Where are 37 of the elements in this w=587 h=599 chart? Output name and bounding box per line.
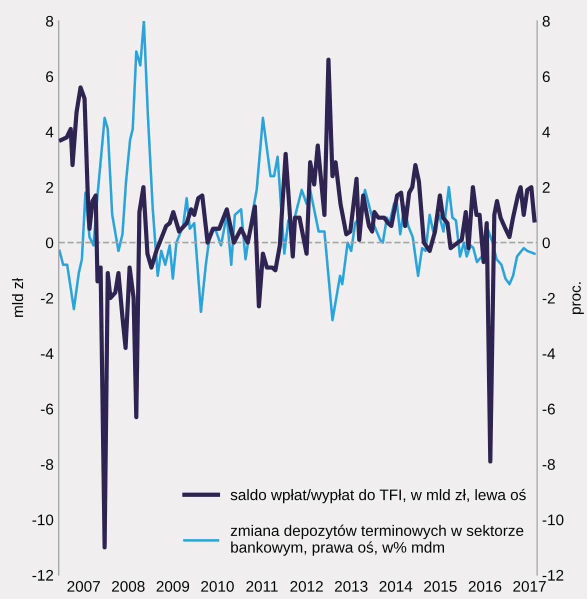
y2-tick-label: -10	[542, 514, 564, 526]
y2-tick-label: 8	[542, 16, 550, 27]
y2-tick-label: -2	[542, 292, 555, 304]
x-tick-label: 2015	[424, 581, 457, 592]
x-tick-label: 2007	[67, 581, 100, 592]
y2-tick-label: -6	[542, 404, 555, 415]
y-axis-title: mld zł	[12, 278, 24, 317]
y-tick-label: -6	[40, 404, 54, 415]
y-tick-label: -4	[40, 348, 54, 359]
y2-tick-label: 0	[542, 237, 550, 248]
y-tick-label: -12	[32, 570, 54, 581]
x-tick-label: 2010	[201, 581, 234, 592]
y-tick-label: -10	[32, 514, 54, 526]
x-tick-label: 2008	[112, 581, 145, 592]
y-tick-label: 0	[46, 237, 54, 248]
x-tick-label: 2012	[290, 581, 323, 592]
y-tick-label: 2	[46, 182, 54, 193]
y2-tick-label: -8	[542, 459, 555, 470]
y-tick-label: -2	[40, 292, 54, 304]
legend-label: zmiana depozytów terminowych w sektorze bankowym, prawa oś, w% mdm	[230, 524, 524, 556]
y2-tick-label: -12	[542, 570, 564, 581]
y2-tick-label: 2	[542, 182, 550, 193]
x-tick-label: 2009	[156, 581, 190, 592]
x-tick-label: 2016	[468, 581, 502, 592]
x-tick-label: 2013	[334, 581, 368, 592]
y-tick-label: 4	[46, 126, 54, 138]
y2-tick-label: 4	[542, 126, 550, 138]
legend-label: saldo wpłat/wypłat do TFI, w mld zł, lewa oś	[230, 488, 526, 504]
y-tick-label: 6	[46, 71, 54, 82]
y2-axis-title: proc.	[572, 282, 584, 314]
x-tick-label: 2011	[246, 581, 278, 592]
y2-tick-label: 6	[542, 71, 550, 82]
y-tick-label: 8	[46, 16, 54, 27]
x-tick-label: 2014	[380, 581, 412, 592]
x-tick-label: 2017	[513, 581, 546, 592]
y-tick-label: -8	[40, 459, 54, 470]
y2-tick-label: -4	[542, 348, 556, 359]
